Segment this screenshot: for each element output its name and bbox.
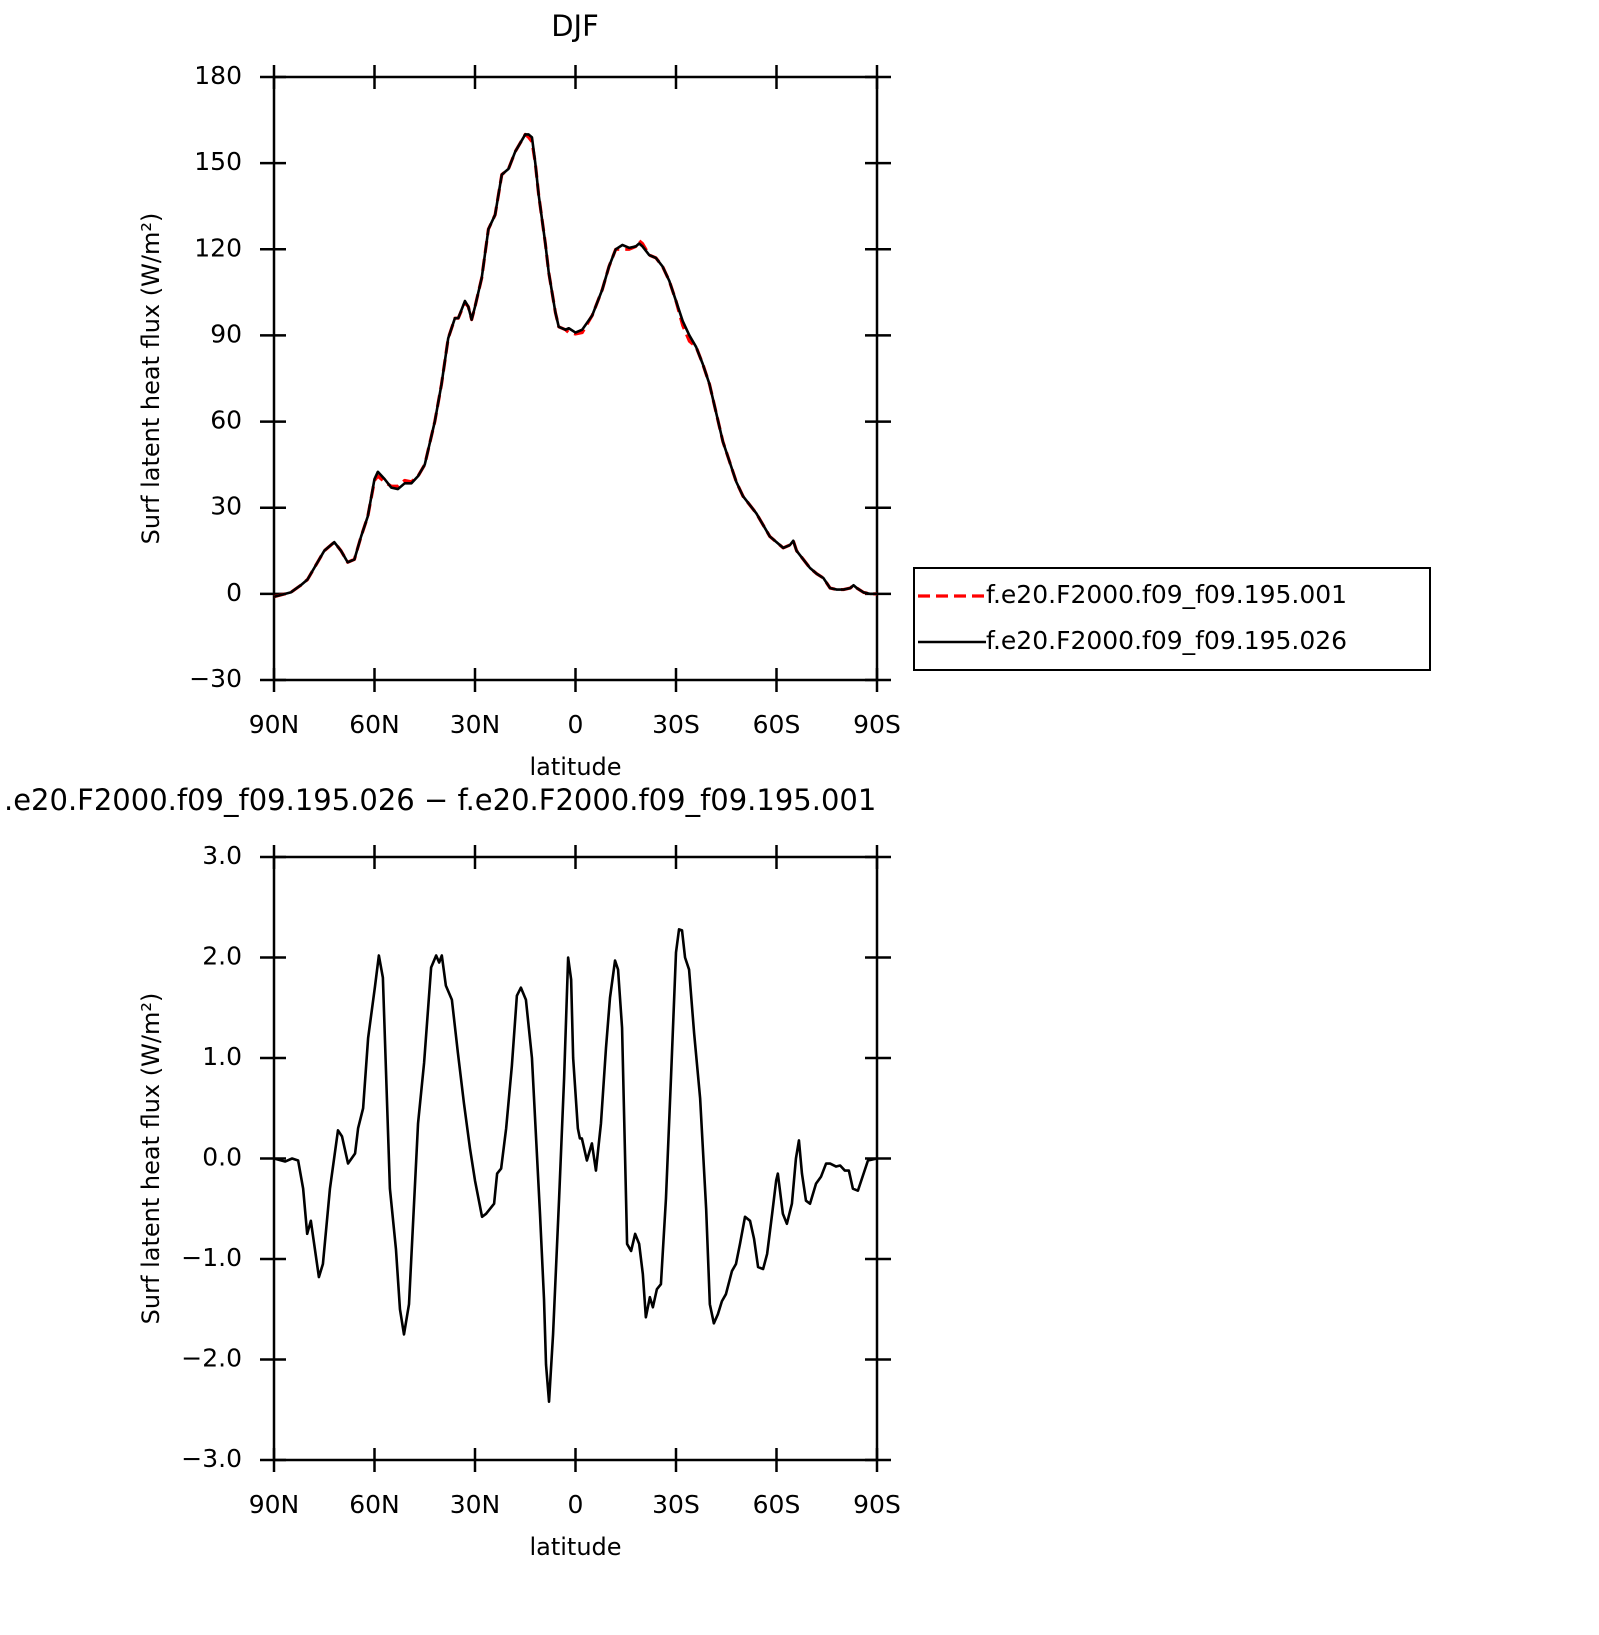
y-tick-label: 30: [210, 492, 242, 521]
y-axis-label: Surf latent heat flux (W/m²): [137, 993, 165, 1325]
x-tick-label: 90S: [853, 710, 901, 739]
x-tick-label: 60S: [753, 710, 801, 739]
legend: f.e20.F2000.f09_f09.195.001 f.e20.F2000.f…: [913, 567, 1431, 671]
chart-title: .e20.F2000.f09_f09.195.026 − f.e20.F2000…: [4, 783, 876, 817]
y-tick-label: 150: [194, 147, 242, 176]
x-tick-label: 30N: [450, 710, 501, 739]
legend-box: [913, 567, 1431, 671]
plot-frame: [272, 855, 879, 1462]
chart-title: DJF: [551, 9, 599, 43]
y-tick-label: 1.0: [202, 1042, 242, 1071]
y-tick-label: 90: [210, 319, 242, 348]
x-tick-label: 30N: [450, 1490, 501, 1519]
x-tick-label: 30S: [652, 1490, 700, 1519]
x-tick-label: 30S: [652, 710, 700, 739]
y-tick-label: 60: [210, 406, 242, 435]
y-tick-label: −1.0: [181, 1243, 242, 1272]
y-tick-label: −2.0: [181, 1344, 242, 1373]
y-axis-label: Surf latent heat flux (W/m²): [137, 213, 165, 545]
x-tick-label: 60S: [753, 1490, 801, 1519]
y-tick-label: 0.0: [202, 1143, 242, 1172]
plot-frame: [272, 75, 879, 682]
x-axis-label: latitude: [529, 753, 621, 781]
y-tick-label: 0: [226, 578, 242, 607]
x-tick-label: 60N: [349, 710, 400, 739]
panel: .e20.F2000.f09_f09.195.026 − f.e20.F2000…: [4, 783, 901, 1561]
y-tick-label: 2.0: [202, 942, 242, 971]
y-tick-label: 180: [194, 61, 242, 90]
legend-label: f.e20.F2000.f09_f09.195.001: [986, 580, 1347, 609]
data-line: [273, 133, 877, 598]
x-tick-label: 90S: [853, 1490, 901, 1519]
x-tick-label: 90N: [249, 1490, 300, 1519]
panel: DJF latitude Surf latent heat flux (W/m²) 9…: [137, 9, 1431, 781]
x-tick-label: 0: [568, 710, 584, 739]
legend-label: f.e20.F2000.f09_f09.195.026: [986, 626, 1347, 655]
data-line: [273, 928, 878, 1404]
y-tick-label: 120: [194, 233, 242, 262]
x-axis-label: latitude: [529, 1533, 621, 1561]
y-tick-label: 3.0: [202, 841, 242, 870]
x-tick-label: 60N: [349, 1490, 400, 1519]
x-tick-label: 0: [568, 1490, 584, 1519]
y-tick-label: −30: [189, 664, 242, 693]
x-tick-label: 90N: [249, 710, 300, 739]
y-tick-label: −3.0: [181, 1444, 242, 1473]
